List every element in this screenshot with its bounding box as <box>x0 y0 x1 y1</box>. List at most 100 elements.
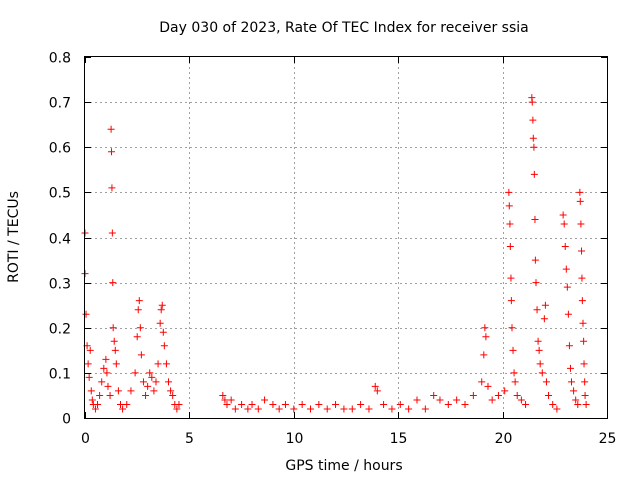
data-point <box>522 400 530 408</box>
data-point <box>505 202 513 210</box>
data-point <box>501 387 509 395</box>
data-point <box>111 346 119 354</box>
data-point <box>570 387 578 395</box>
y-tick-label: 0.7 <box>49 96 71 112</box>
data-point <box>530 170 538 178</box>
data-point <box>82 310 90 318</box>
data-point <box>167 387 175 395</box>
data-point <box>535 346 543 354</box>
data-point <box>340 405 348 413</box>
data-point <box>563 283 571 291</box>
data-point <box>106 391 114 399</box>
data-point <box>127 387 135 395</box>
data-point <box>528 98 536 106</box>
data-point <box>580 337 588 345</box>
data-point <box>538 369 546 377</box>
data-point <box>413 396 421 404</box>
data-point <box>578 297 586 305</box>
data-point <box>116 400 124 408</box>
data-point <box>134 306 142 314</box>
data-point <box>146 369 154 377</box>
x-tick-label: 10 <box>286 431 304 447</box>
data-point <box>529 116 537 124</box>
data-point <box>248 400 256 408</box>
data-point <box>532 279 540 287</box>
data-point <box>165 378 173 386</box>
data-point <box>533 306 541 314</box>
data-point <box>323 405 331 413</box>
data-point <box>365 405 373 413</box>
grid-layer <box>85 57 607 418</box>
data-point <box>494 391 502 399</box>
data-point <box>139 378 147 386</box>
data-point <box>371 382 379 390</box>
data-point <box>157 306 165 314</box>
y-tick-label: 0.8 <box>49 51 71 67</box>
data-point <box>135 297 143 305</box>
data-point <box>388 405 396 413</box>
data-point <box>102 355 110 363</box>
data-point <box>298 400 306 408</box>
data-point <box>307 405 315 413</box>
data-point <box>560 220 568 228</box>
data-point <box>576 188 584 196</box>
data-point <box>158 301 166 309</box>
data-point <box>315 400 323 408</box>
data-point <box>553 405 561 413</box>
y-tick-label: 0.5 <box>49 186 71 202</box>
data-point <box>484 382 492 390</box>
data-point <box>219 391 227 399</box>
data-point <box>96 391 104 399</box>
data-point <box>112 360 120 368</box>
data-point <box>582 400 590 408</box>
data-point <box>275 405 283 413</box>
data-point <box>529 134 537 142</box>
data-point <box>231 405 239 413</box>
data-point <box>508 324 516 332</box>
data-point <box>507 274 515 282</box>
ticks-layer: 0 5 10 15 20 25 0 0.1 0.2 0.3 0.4 0.5 0.6 0.7 0.8 <box>49 51 617 448</box>
data-point <box>506 220 514 228</box>
data-point <box>85 373 93 381</box>
data-point <box>154 360 162 368</box>
y-tick-label: 0.2 <box>49 322 71 338</box>
data-point <box>109 279 117 287</box>
data-point <box>87 387 95 395</box>
data-point <box>348 405 356 413</box>
x-tick-label: 5 <box>185 431 194 447</box>
data-point <box>173 405 181 413</box>
data-point <box>480 351 488 359</box>
data-point <box>254 405 262 413</box>
data-point <box>261 396 269 404</box>
data-point <box>541 301 549 309</box>
data-point <box>430 391 438 399</box>
data-point <box>133 333 141 341</box>
data-point <box>281 400 289 408</box>
data-point <box>148 373 156 381</box>
data-point <box>453 396 461 404</box>
data-point <box>131 369 139 377</box>
data-point <box>156 319 164 327</box>
data-point <box>436 396 444 404</box>
data-point <box>572 396 580 404</box>
y-tick-label: 0.1 <box>49 367 71 383</box>
data-point <box>357 400 365 408</box>
data-point <box>269 400 277 408</box>
data-point <box>510 369 518 377</box>
y-tick-label: 0.4 <box>49 232 71 248</box>
data-point <box>565 342 573 350</box>
data-point <box>405 405 413 413</box>
data-point <box>574 400 582 408</box>
data-point <box>396 400 404 408</box>
data-point <box>244 405 252 413</box>
data-point <box>511 378 519 386</box>
data-point <box>137 351 145 359</box>
data-points-layer <box>81 94 590 413</box>
data-point <box>506 243 514 251</box>
data-point <box>578 247 586 255</box>
y-tick-label: 0.6 <box>49 141 71 157</box>
data-point <box>107 125 115 133</box>
x-tick-label: 25 <box>599 431 617 447</box>
